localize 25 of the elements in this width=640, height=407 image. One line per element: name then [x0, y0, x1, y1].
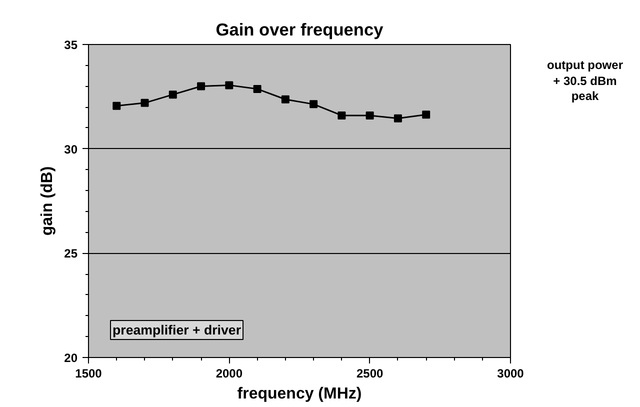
x-tick-label: 2000	[216, 366, 243, 380]
point	[112, 102, 121, 110]
point	[253, 84, 262, 93]
x-tick-label: 3000	[497, 366, 524, 380]
y-tick-label: 35	[64, 38, 78, 52]
point	[225, 81, 234, 90]
text: output power + 30.5 dBm peak	[547, 58, 623, 105]
x-axis-title: frequency (MHz)	[237, 386, 362, 402]
point	[422, 110, 430, 119]
y-axis-title: gain (dB)	[39, 166, 56, 236]
chart-title: Gain over frequency	[216, 20, 384, 40]
x-tick-label: 2500	[356, 366, 384, 380]
point	[366, 111, 374, 120]
y-tick-label: 25	[64, 246, 78, 261]
annotation: preamplifier + driver	[112, 322, 242, 338]
point	[197, 82, 206, 90]
point	[140, 98, 149, 107]
x-tick-label: 1500	[75, 366, 102, 380]
point	[310, 100, 318, 108]
y-tick-label: 30	[64, 142, 78, 156]
point	[281, 95, 290, 104]
point	[394, 114, 402, 122]
point	[168, 90, 177, 99]
point	[338, 111, 346, 120]
y-tick-label: 20	[64, 351, 78, 365]
